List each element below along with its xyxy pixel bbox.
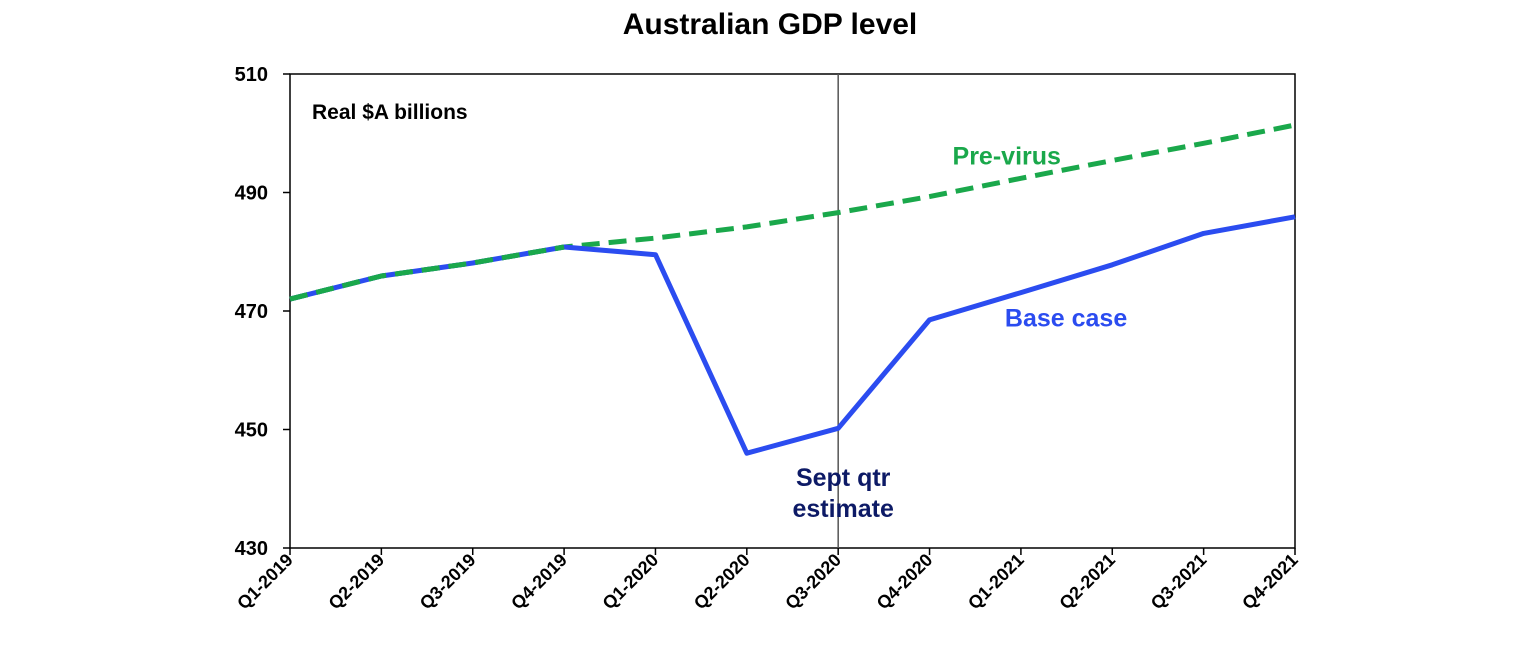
x-axis: Q1-2019 Q2-2019 Q3-2019 Q4-2019 Q1-2020 Q2-20… <box>233 548 1302 613</box>
x-tick-label: Q4-2019 <box>507 550 571 614</box>
series-label-pre-virus: Pre-virus <box>953 143 1061 171</box>
y-axis: 430 450 470 490 510 <box>235 64 290 560</box>
series-layer <box>289 122 1296 456</box>
y-tick-label: 450 <box>235 420 268 442</box>
unit-label: Real $A billions <box>312 101 468 124</box>
series-label-base-case: Base case <box>1005 305 1127 333</box>
plot-area-frame <box>289 73 1296 549</box>
chart-title: Australian GDP level <box>623 8 918 41</box>
y-tick-label: 490 <box>235 183 268 205</box>
y-tick-label: 430 <box>235 538 268 560</box>
y-tick-label: 470 <box>235 301 268 323</box>
estimate-annotation-line: Sept qtr <box>796 464 891 492</box>
x-tick-label: Q2-2021 <box>1055 550 1119 614</box>
x-tick-label: Q3-2019 <box>416 550 480 614</box>
y-tick-label: 510 <box>235 64 268 86</box>
x-tick-label: Q1-2021 <box>964 550 1028 614</box>
x-tick-label: Q4-2021 <box>1238 550 1302 614</box>
x-tick-label: Q3-2020 <box>781 550 845 614</box>
series-line-base-case <box>289 214 1296 456</box>
x-tick-label: Q1-2020 <box>599 550 663 614</box>
series-line-pre-virus <box>289 122 1296 302</box>
estimate-annotation-line: estimate <box>792 495 894 523</box>
series-line-pre-virus-overlap <box>289 244 565 302</box>
x-tick-label: Q4-2020 <box>873 550 937 614</box>
x-tick-label: Q2-2020 <box>690 550 754 614</box>
label-layer: Pre-virus Base case Sept qtr estimate <box>792 143 1127 523</box>
x-tick-label: Q2-2019 <box>325 550 389 614</box>
x-tick-label: Q3-2021 <box>1147 550 1211 614</box>
